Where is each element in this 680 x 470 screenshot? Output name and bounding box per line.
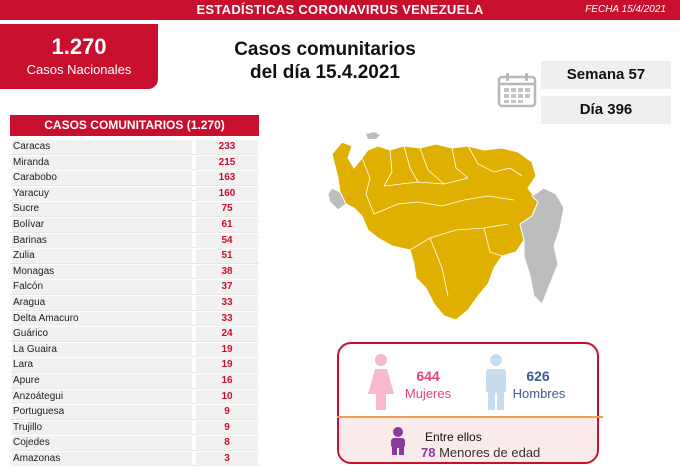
- state-cases: 163: [196, 171, 258, 186]
- state-name: Barinas: [12, 233, 192, 248]
- venezuela-map: [327, 132, 565, 321]
- state-name: Lara: [12, 358, 192, 373]
- state-cases: 51: [196, 249, 258, 264]
- headline: Casos comunitarios del día 15.4.2021: [215, 38, 435, 84]
- male-icon: [486, 354, 506, 410]
- women-label: Mujeres: [404, 386, 452, 401]
- national-cases-label: Casos Nacionales: [26, 62, 132, 77]
- cases-table: Caracas 233 Miranda 215 Carabobo 163 Yaracuy 16…: [10, 139, 259, 467]
- state-name: Cojedes: [12, 436, 192, 451]
- table-row: Barinas 54: [10, 233, 259, 249]
- minors-count: 78: [421, 445, 436, 460]
- state-name: Sucre: [12, 202, 192, 217]
- state-cases: 215: [196, 155, 258, 170]
- table-row: Zulia 51: [10, 248, 259, 264]
- table-row: La Guaira 19: [10, 342, 259, 358]
- card-divider: [337, 416, 603, 418]
- week-label: Semana 57: [541, 61, 671, 89]
- state-cases: 33: [196, 311, 258, 326]
- state-cases: 16: [196, 373, 258, 388]
- state-name: Anzoátegui: [12, 389, 192, 404]
- headline-line-2: del día 15.4.2021: [250, 62, 400, 83]
- state-name: Yaracuy: [12, 186, 192, 201]
- table-row: Portuguesa 9: [10, 404, 259, 420]
- state-cases: 3: [196, 451, 258, 466]
- state-name: Zulia: [12, 249, 192, 264]
- state-name: Aragua: [12, 295, 192, 310]
- state-cases: 37: [196, 280, 258, 295]
- state-name: Delta Amacuro: [12, 311, 192, 326]
- table-row: Miranda 215: [10, 155, 259, 171]
- state-name: Apure: [12, 373, 192, 388]
- state-cases: 75: [196, 202, 258, 217]
- state-cases: 9: [196, 405, 258, 420]
- table-row: Trujillo 9: [10, 420, 259, 436]
- table-row: Apure 16: [10, 373, 259, 389]
- state-cases: 19: [196, 342, 258, 357]
- table-row: Sucre 75: [10, 201, 259, 217]
- state-name: Amazonas: [12, 451, 192, 466]
- table-row: Cojedes 8: [10, 435, 259, 451]
- men-count: 626: [526, 368, 550, 384]
- state-cases: 10: [196, 389, 258, 404]
- state-cases: 61: [196, 217, 258, 232]
- table-title: CASOS COMUNITARIOS (1.270): [10, 115, 259, 136]
- state-name: Carabobo: [12, 171, 192, 186]
- state-cases: 9: [196, 420, 258, 435]
- table-row: Anzoátegui 10: [10, 389, 259, 405]
- national-cases-box: 1.270 Casos Nacionales: [0, 24, 158, 89]
- state-cases: 24: [196, 327, 258, 342]
- state-cases: 38: [196, 264, 258, 279]
- gender-breakdown-card: 644 Mujeres 626 Hombres Entre ellos 78 M…: [337, 342, 603, 464]
- page-title: ESTADÍSTICAS CORONAVIRUS VENEZUELA: [196, 2, 484, 17]
- female-icon: [368, 354, 394, 410]
- minors-label: Menores de edad: [439, 445, 541, 460]
- national-cases-total: 1.270: [51, 34, 107, 59]
- table-row: Amazonas 3: [10, 451, 259, 467]
- state-name: Falcón: [12, 280, 192, 295]
- state-cases: 8: [196, 436, 258, 451]
- state-cases: 160: [196, 186, 258, 201]
- table-row: Delta Amacuro 33: [10, 311, 259, 327]
- state-name: Trujillo: [12, 420, 192, 435]
- state-name: Guárico: [12, 327, 192, 342]
- state-name: Miranda: [12, 155, 192, 170]
- headline-line-1: Casos comunitarios: [234, 39, 416, 60]
- table-row: Caracas 233: [10, 139, 259, 155]
- state-cases: 19: [196, 358, 258, 373]
- table-row: Falcón 37: [10, 279, 259, 295]
- calendar-icon: [497, 73, 537, 108]
- state-name: La Guaira: [12, 342, 192, 357]
- table-row: Yaracuy 160: [10, 186, 259, 202]
- child-icon: [391, 427, 405, 455]
- header-bar: ESTADÍSTICAS CORONAVIRUS VENEZUELA FECHA…: [0, 0, 680, 20]
- table-row: Monagas 38: [10, 264, 259, 280]
- state-name: Caracas: [12, 140, 192, 154]
- state-cases: 233: [196, 140, 258, 154]
- minors-line: 78 Menores de edad: [421, 445, 540, 460]
- among-label: Entre ellos: [425, 430, 482, 444]
- table-row: Aragua 33: [10, 295, 259, 311]
- women-count: 644: [416, 368, 440, 384]
- state-name: Monagas: [12, 264, 192, 279]
- table-row: Lara 19: [10, 357, 259, 373]
- state-name: Portuguesa: [12, 405, 192, 420]
- men-label: Hombres: [512, 386, 566, 401]
- minors-panel: [339, 418, 597, 462]
- state-cases: 54: [196, 233, 258, 248]
- day-label: Día 396: [541, 96, 671, 124]
- report-date: FECHA 15/4/2021: [585, 4, 666, 15]
- table-row: Guárico 24: [10, 326, 259, 342]
- state-cases: 33: [196, 295, 258, 310]
- table-row: Bolívar 61: [10, 217, 259, 233]
- state-name: Bolívar: [12, 217, 192, 232]
- table-row: Carabobo 163: [10, 170, 259, 186]
